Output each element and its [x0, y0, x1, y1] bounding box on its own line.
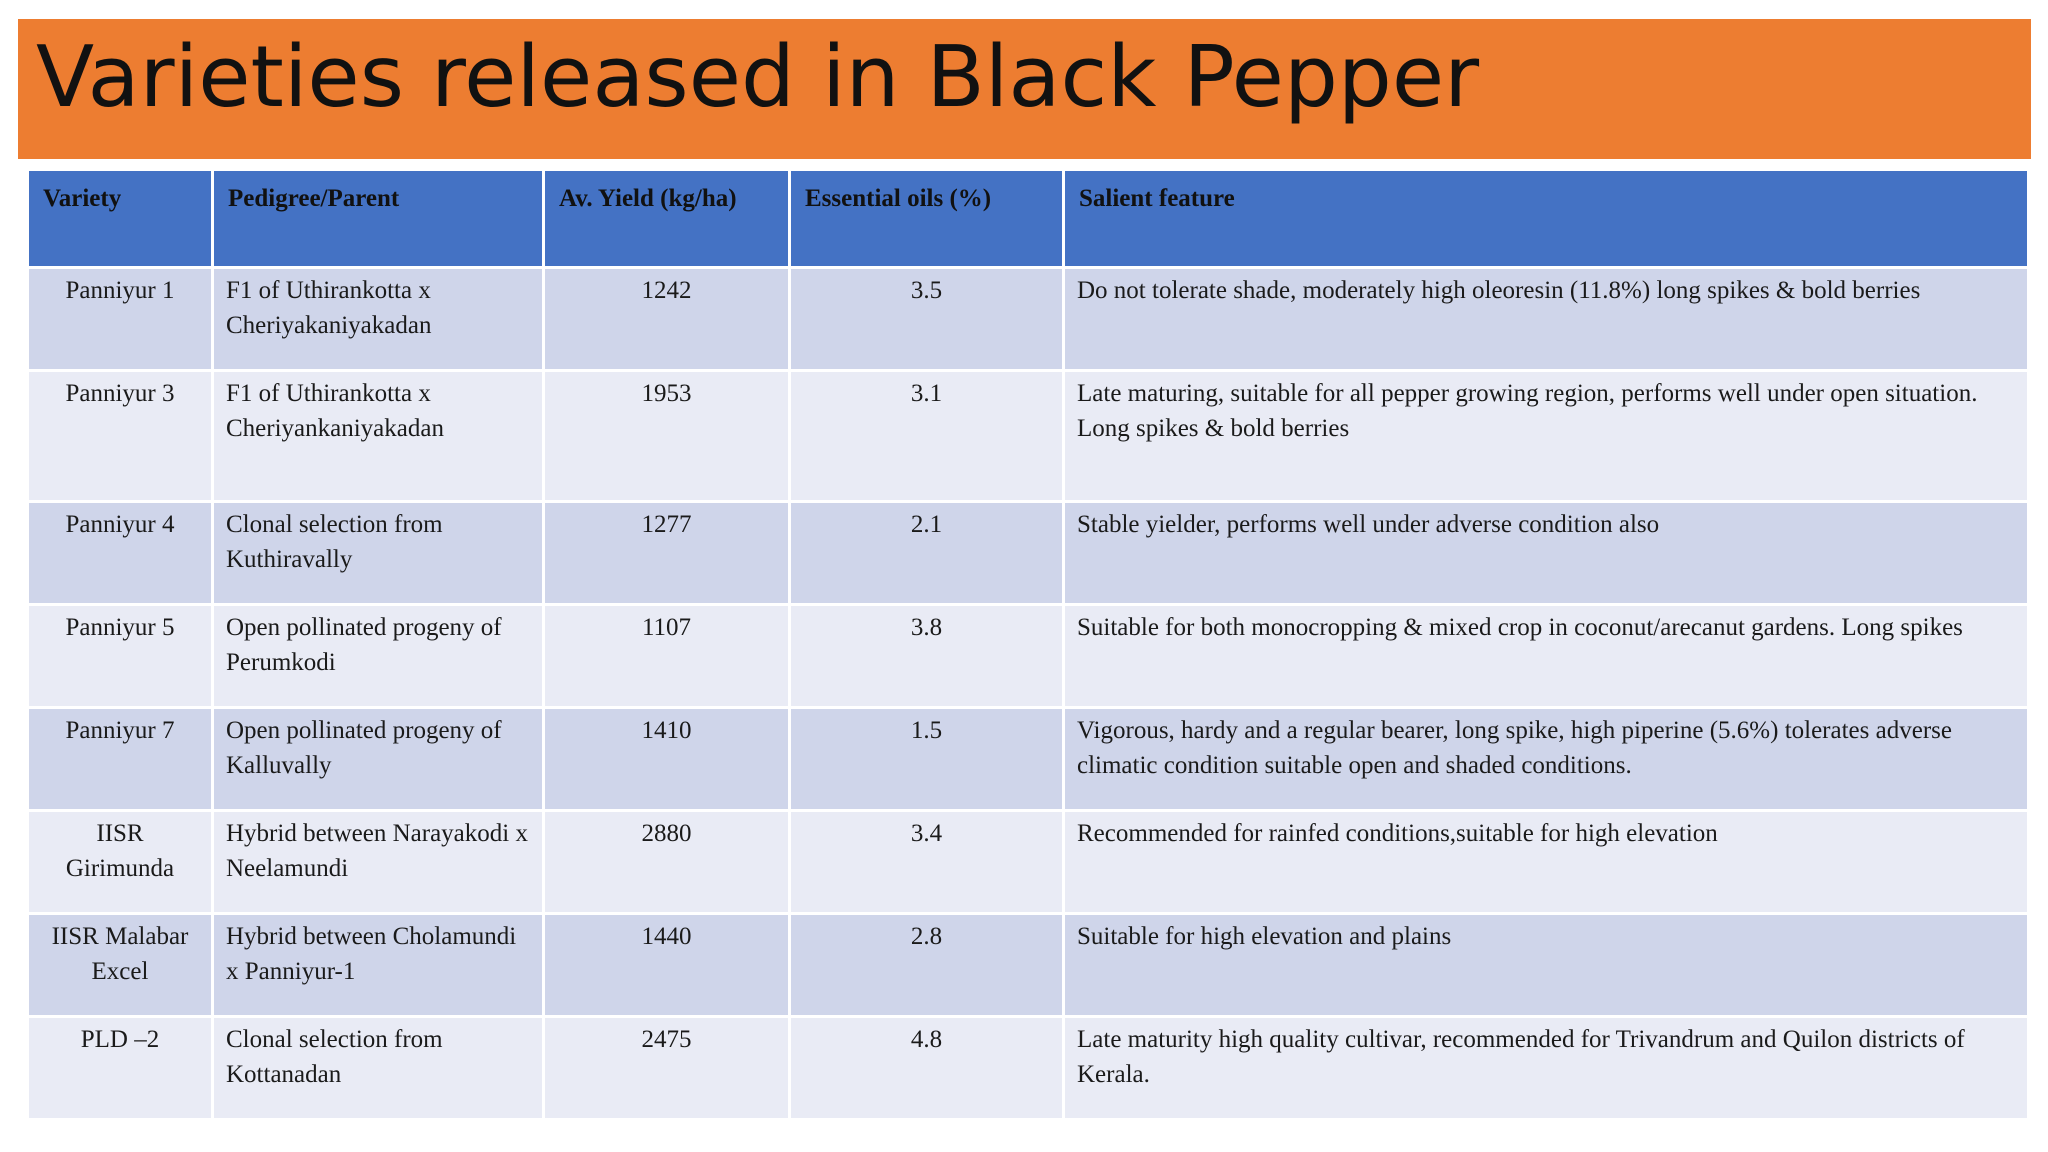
header-salient-feature: Salient feature [1062, 168, 2030, 269]
cell-variety: IISR Malabar Excel [26, 912, 214, 1018]
table-header-row: Variety Pedigree/Parent Av. Yield (kg/ha… [26, 168, 2030, 269]
header-yield: Av. Yield (kg/ha) [542, 168, 791, 269]
cell-variety: Panniyur 1 [26, 266, 214, 372]
cell-salient-feature: Do not tolerate shade, moderately high o… [1062, 266, 2030, 372]
header-pedigree: Pedigree/Parent [211, 168, 545, 269]
varieties-table: Variety Pedigree/Parent Av. Yield (kg/ha… [26, 168, 2030, 1121]
cell-essential-oil: 1.5 [788, 706, 1065, 812]
cell-salient-feature: Late maturity high quality cultivar, rec… [1062, 1015, 2030, 1121]
cell-essential-oil: 3.8 [788, 603, 1065, 709]
table-row: PLD –2 Clonal selection from Kottanadan … [26, 1015, 2030, 1121]
cell-salient-feature: Late maturing, suitable for all pepper g… [1062, 369, 2030, 503]
cell-salient-feature: Suitable for both monocropping & mixed c… [1062, 603, 2030, 709]
cell-yield: 2475 [542, 1015, 791, 1121]
cell-essential-oil: 2.1 [788, 500, 1065, 606]
cell-variety: Panniyur 7 [26, 706, 214, 812]
cell-yield: 1242 [542, 266, 791, 372]
cell-pedigree: Open pollinated progeny of Kalluvally [211, 706, 545, 812]
table-row: Panniyur 5 Open pollinated progeny of Pe… [26, 603, 2030, 709]
header-essential-oils: Essential oils (%) [788, 168, 1065, 269]
cell-salient-feature: Vigorous, hardy and a regular bearer, lo… [1062, 706, 2030, 812]
cell-salient-feature: Recommended for rainfed conditions,suita… [1062, 809, 2030, 915]
cell-essential-oil: 2.8 [788, 912, 1065, 1018]
cell-yield: 2880 [542, 809, 791, 915]
cell-pedigree: Hybrid between Narayakodi x Neelamundi [211, 809, 545, 915]
cell-pedigree: Clonal selection from Kottanadan [211, 1015, 545, 1121]
header-variety: Variety [26, 168, 214, 269]
cell-pedigree: Open pollinated progeny of Perumkodi [211, 603, 545, 709]
table-row: Panniyur 3 F1 of Uthirankotta x Cheriyan… [26, 369, 2030, 503]
cell-pedigree: Clonal selection from Kuthiravally [211, 500, 545, 606]
table-row: Panniyur 4 Clonal selection from Kuthira… [26, 500, 2030, 606]
cell-essential-oil: 3.4 [788, 809, 1065, 915]
table-row: Panniyur 7 Open pollinated progeny of Ka… [26, 706, 2030, 812]
cell-variety: PLD –2 [26, 1015, 214, 1121]
cell-yield: 1953 [542, 369, 791, 503]
cell-essential-oil: 3.1 [788, 369, 1065, 503]
cell-salient-feature: Stable yielder, performs well under adve… [1062, 500, 2030, 606]
cell-essential-oil: 4.8 [788, 1015, 1065, 1121]
cell-pedigree: F1 of Uthirankotta x Cheriyankaniyakadan [211, 369, 545, 503]
table-row: Panniyur 1 F1 of Uthirankotta x Cheriyak… [26, 266, 2030, 372]
cell-variety: Panniyur 3 [26, 369, 214, 503]
cell-yield: 1107 [542, 603, 791, 709]
title-bar: Varieties released in Black Pepper [18, 19, 2031, 159]
cell-essential-oil: 3.5 [788, 266, 1065, 372]
cell-variety: Panniyur 5 [26, 603, 214, 709]
cell-variety: Panniyur 4 [26, 500, 214, 606]
table-row: IISR Malabar Excel Hybrid between Cholam… [26, 912, 2030, 1018]
cell-salient-feature: Suitable for high elevation and plains [1062, 912, 2030, 1018]
slide-title: Varieties released in Black Pepper [36, 28, 1480, 127]
cell-pedigree: Hybrid between Cholamundi x Panniyur-1 [211, 912, 545, 1018]
cell-pedigree: F1 of Uthirankotta x Cheriyakaniyakadan [211, 266, 545, 372]
cell-variety: IISR Girimunda [26, 809, 214, 915]
table-row: IISR Girimunda Hybrid between Narayakodi… [26, 809, 2030, 915]
cell-yield: 1277 [542, 500, 791, 606]
cell-yield: 1410 [542, 706, 791, 812]
cell-yield: 1440 [542, 912, 791, 1018]
